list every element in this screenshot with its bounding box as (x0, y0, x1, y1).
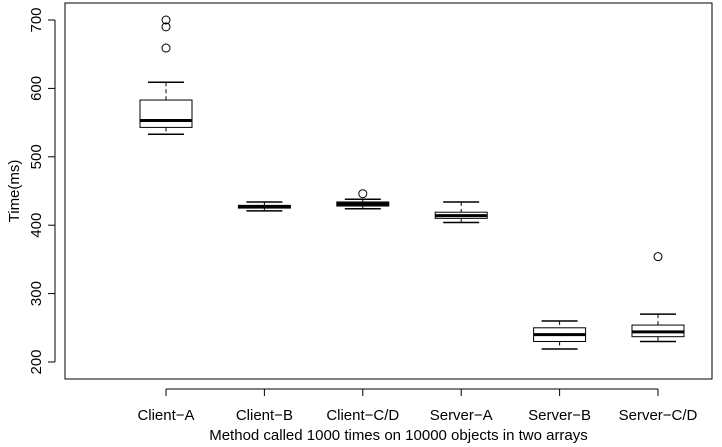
x-tick-label: Server−B (528, 407, 591, 424)
box-series (139, 15, 685, 350)
box-3 (336, 189, 390, 210)
y-axis-label: Time(ms) (6, 160, 23, 223)
y-tick-label: 300 (28, 281, 45, 306)
y-tick-label: 600 (28, 76, 45, 101)
plot-frame (64, 2, 713, 380)
x-tick-label: Server−A (430, 407, 493, 424)
box-1 (139, 15, 193, 135)
outlier-point (161, 43, 171, 53)
x-axis-label: Method called 1000 times on 10000 object… (209, 427, 588, 444)
x-tick-label: Client−B (236, 407, 293, 424)
outlier-point (653, 252, 663, 262)
x-tick-label: Client−C/D (326, 407, 399, 424)
y-tick-label: 200 (28, 349, 45, 374)
x-tick-label: Client−A (137, 407, 194, 424)
outlier-point (358, 189, 368, 199)
y-tick-label: 500 (28, 144, 45, 169)
y-tick-label: 700 (28, 7, 45, 32)
outlier-point (161, 15, 171, 25)
y-tick-label: 400 (28, 213, 45, 238)
outlier-point (161, 22, 171, 32)
box-4 (434, 201, 488, 224)
box-2 (237, 201, 291, 212)
y-axis: 200 300 400 500 600 700 (28, 7, 56, 375)
x-tick-label: Server−C/D (619, 407, 698, 424)
box-5 (533, 320, 587, 350)
x-axis: Client−A Client−B Client−C/D Server−A Server… (137, 388, 698, 424)
box-6 (631, 252, 685, 343)
iqr-box (139, 99, 193, 128)
